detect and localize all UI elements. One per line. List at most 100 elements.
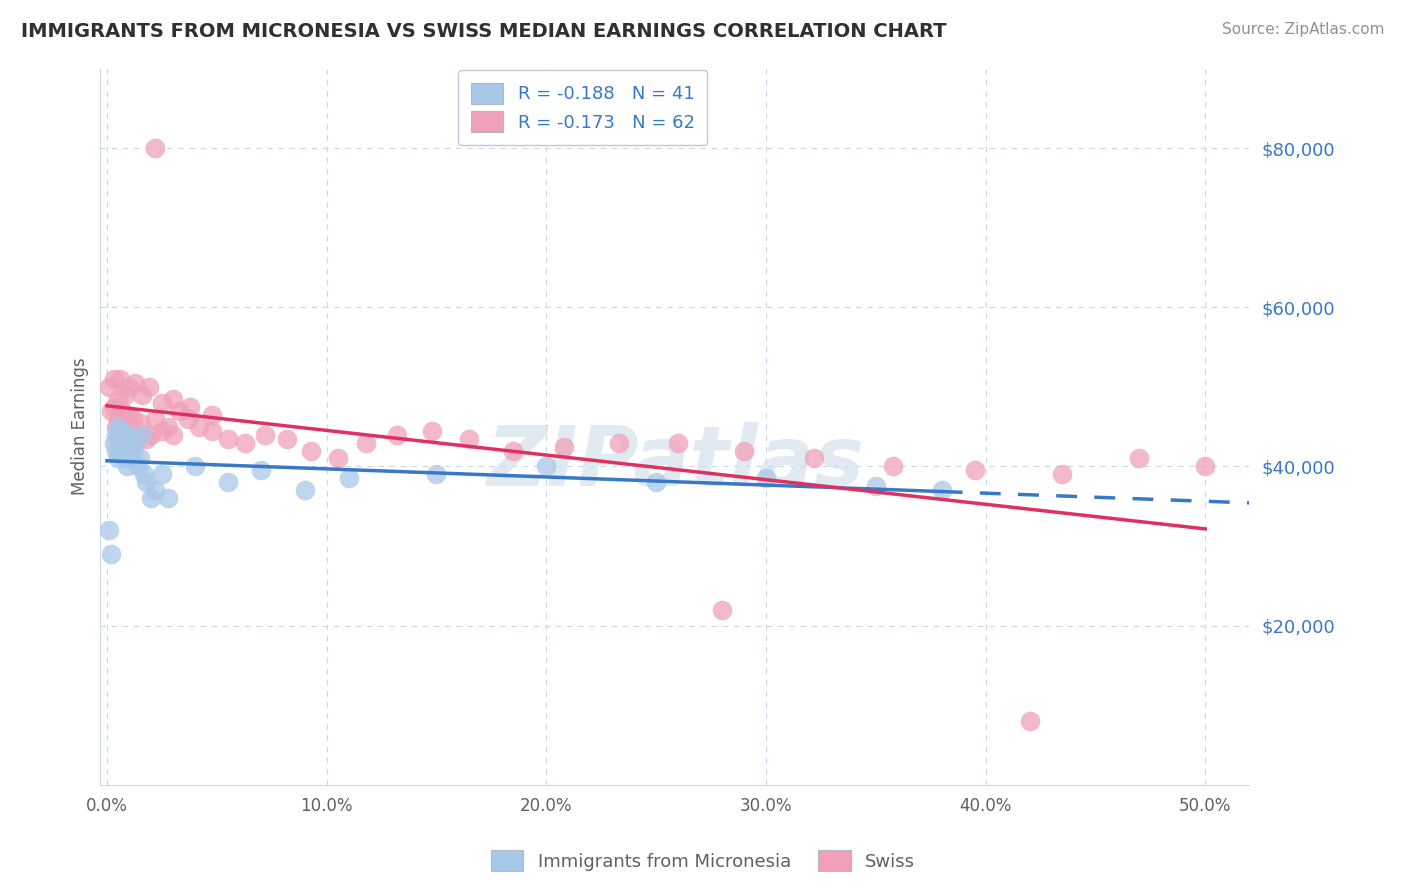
Point bbox=[120, 451, 142, 466]
Point bbox=[108, 427, 131, 442]
Point bbox=[131, 388, 153, 402]
Point bbox=[139, 427, 162, 442]
Point bbox=[107, 411, 129, 425]
Point bbox=[420, 424, 443, 438]
Point bbox=[337, 471, 360, 485]
Point bbox=[157, 419, 180, 434]
Point bbox=[931, 483, 953, 498]
Point bbox=[103, 435, 125, 450]
Point bbox=[135, 432, 157, 446]
Point bbox=[135, 475, 157, 490]
Point bbox=[111, 403, 134, 417]
Point bbox=[143, 411, 166, 425]
Point bbox=[107, 392, 129, 406]
Point bbox=[103, 372, 125, 386]
Point bbox=[326, 451, 349, 466]
Point bbox=[98, 523, 121, 537]
Text: ZIPatlas: ZIPatlas bbox=[486, 422, 863, 503]
Point bbox=[114, 435, 136, 450]
Point bbox=[115, 459, 138, 474]
Point bbox=[299, 443, 322, 458]
Point bbox=[131, 427, 153, 442]
Point bbox=[104, 419, 127, 434]
Point bbox=[150, 467, 173, 482]
Point bbox=[217, 432, 239, 446]
Point bbox=[143, 483, 166, 498]
Point bbox=[169, 403, 191, 417]
Point bbox=[108, 372, 131, 386]
Point bbox=[134, 467, 156, 482]
Point bbox=[114, 388, 136, 402]
Point bbox=[733, 443, 755, 458]
Point bbox=[177, 411, 200, 425]
Point bbox=[131, 427, 153, 442]
Point bbox=[179, 400, 201, 414]
Point bbox=[118, 380, 141, 394]
Point bbox=[425, 467, 447, 482]
Point bbox=[1052, 467, 1074, 482]
Point bbox=[254, 427, 277, 442]
Point bbox=[138, 380, 160, 394]
Point bbox=[217, 475, 239, 490]
Point bbox=[276, 432, 298, 446]
Point bbox=[128, 416, 150, 430]
Point bbox=[127, 427, 149, 442]
Point bbox=[666, 435, 689, 450]
Point bbox=[118, 435, 141, 450]
Point bbox=[104, 443, 127, 458]
Point bbox=[111, 424, 134, 438]
Point bbox=[162, 392, 184, 406]
Point bbox=[115, 443, 138, 458]
Point bbox=[201, 408, 224, 422]
Point bbox=[122, 443, 145, 458]
Point bbox=[157, 491, 180, 506]
Point bbox=[865, 479, 887, 493]
Point bbox=[107, 451, 129, 466]
Point bbox=[143, 141, 166, 155]
Point bbox=[127, 459, 149, 474]
Point bbox=[124, 432, 146, 446]
Point bbox=[803, 451, 825, 466]
Point bbox=[114, 451, 136, 466]
Point bbox=[201, 424, 224, 438]
Point bbox=[107, 419, 129, 434]
Point bbox=[502, 443, 524, 458]
Point bbox=[150, 396, 173, 410]
Point bbox=[553, 440, 575, 454]
Point bbox=[385, 427, 408, 442]
Text: IMMIGRANTS FROM MICRONESIA VS SWISS MEDIAN EARNINGS CORRELATION CHART: IMMIGRANTS FROM MICRONESIA VS SWISS MEDI… bbox=[21, 22, 946, 41]
Point bbox=[115, 408, 138, 422]
Point bbox=[645, 475, 668, 490]
Point bbox=[120, 419, 142, 434]
Point bbox=[118, 427, 141, 442]
Point bbox=[108, 443, 131, 458]
Point bbox=[882, 459, 904, 474]
Point bbox=[755, 471, 778, 485]
Point bbox=[111, 435, 134, 450]
Point bbox=[124, 376, 146, 390]
Point bbox=[124, 435, 146, 450]
Legend: Immigrants from Micronesia, Swiss: Immigrants from Micronesia, Swiss bbox=[484, 843, 922, 879]
Y-axis label: Median Earnings: Median Earnings bbox=[72, 358, 89, 495]
Point bbox=[711, 602, 734, 616]
Point bbox=[536, 459, 558, 474]
Point bbox=[607, 435, 630, 450]
Point bbox=[100, 403, 122, 417]
Point bbox=[118, 432, 141, 446]
Point bbox=[103, 400, 125, 414]
Point bbox=[162, 427, 184, 442]
Point bbox=[184, 459, 207, 474]
Point bbox=[233, 435, 256, 450]
Point bbox=[98, 380, 121, 394]
Point bbox=[354, 435, 377, 450]
Point bbox=[249, 463, 271, 477]
Point bbox=[294, 483, 316, 498]
Point bbox=[108, 419, 131, 434]
Point bbox=[188, 419, 211, 434]
Text: Source: ZipAtlas.com: Source: ZipAtlas.com bbox=[1222, 22, 1385, 37]
Point bbox=[458, 432, 481, 446]
Point bbox=[150, 424, 173, 438]
Point bbox=[1018, 714, 1040, 728]
Point bbox=[128, 451, 150, 466]
Point bbox=[104, 427, 127, 442]
